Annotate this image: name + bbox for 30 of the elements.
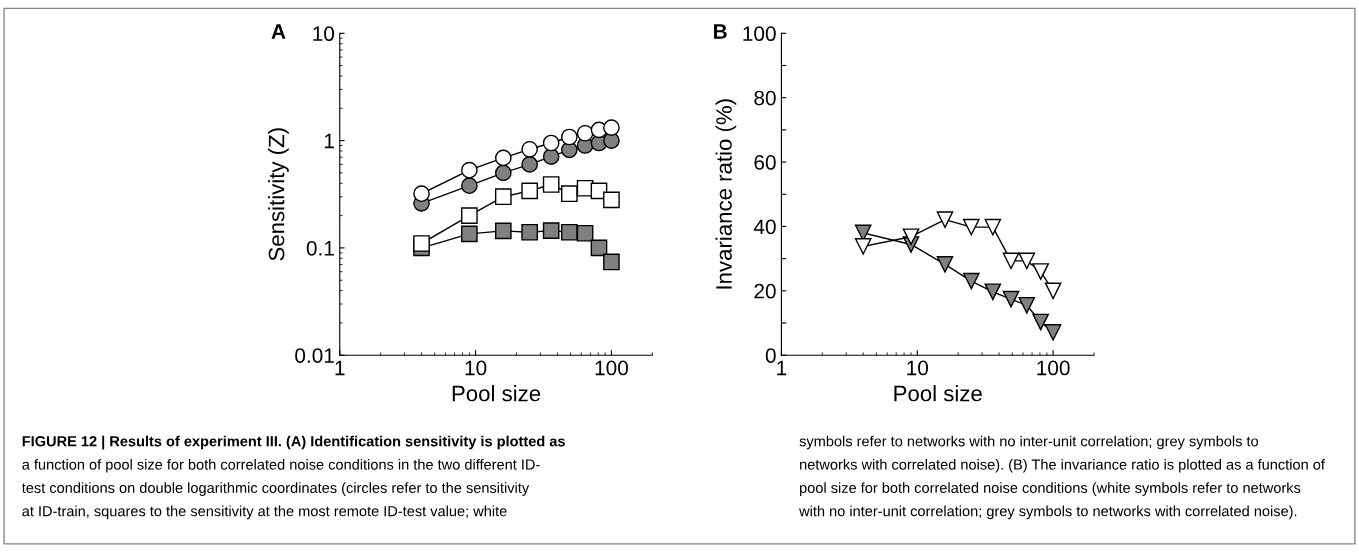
y-tick-label: 100	[743, 26, 776, 42]
x-tick-label: 10	[907, 360, 929, 376]
y-tick-label: 0.01	[295, 348, 334, 363]
x-tick-label: 100	[1037, 360, 1070, 376]
text: a function of pool size for both correlated noise conditions in the two different ID-	[22, 458, 540, 473]
y-tick-label: 1	[324, 133, 334, 149]
y-axis-title: Invariance ratio (%)	[715, 99, 737, 289]
text: symbols refer to networks with no inter-unit correlation; grey symbols to	[799, 435, 1259, 450]
y-tick-label: 80	[754, 90, 776, 106]
text: at ID-train, squares to the sensitivity at the most remote ID-test value; white	[22, 505, 507, 520]
y-tick-label: 20	[754, 283, 776, 299]
chart-title: A	[271, 24, 286, 39]
x-tick-label: 10	[465, 360, 487, 376]
text: pool size for both correlated noise conditions (white symbols refer to networks	[800, 482, 1301, 496]
x-axis-title: Pool size	[452, 385, 541, 402]
text: networks with correlated noise). (B) The invariance ratio is plotted as a function of	[800, 458, 1325, 473]
text: test conditions on double logarithmic coordinates (circles refer to the sensitivity	[21, 482, 530, 496]
x-tick-label: 100	[595, 360, 628, 376]
y-axis-title: Sensitivity (Z)	[268, 128, 289, 261]
y-tick-label: 0	[765, 348, 776, 363]
y-tick-label: 60	[754, 155, 776, 170]
y-tick-label: 40	[753, 219, 776, 235]
x-tick-label: 1	[335, 360, 345, 376]
text: with no inter-unit correlation; grey symbols to networks with correlated noise).	[799, 505, 1297, 520]
x-axis-title: Pool size	[894, 385, 982, 402]
x-tick-label: 1	[777, 360, 787, 376]
y-tick-label: 10	[313, 26, 335, 42]
caption: FIGURE 12 | Results of experiment III. (A) Identification sensitivity is plotted as	[22, 435, 565, 450]
y-tick-label: 0.1	[306, 240, 334, 256]
chart-title: B	[714, 24, 727, 39]
